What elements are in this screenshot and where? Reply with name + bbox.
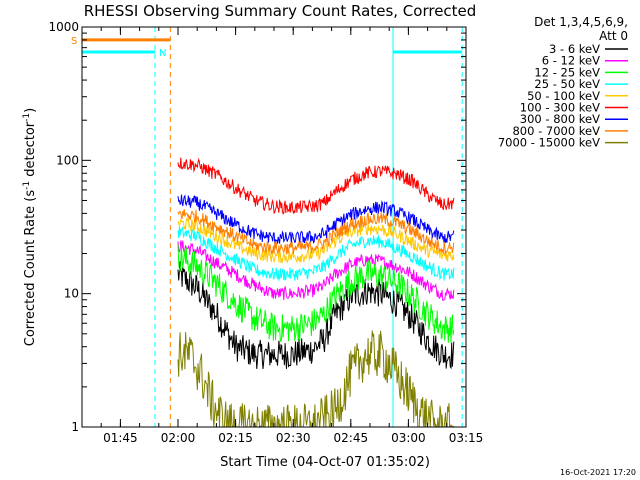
legend-label: 800 - 7000 keV <box>512 124 600 138</box>
series-line <box>177 209 455 255</box>
flag-label: S <box>71 36 77 47</box>
legend-header-1: Det 1,3,4,5,6,9, <box>534 15 628 29</box>
legend-label: 50 - 100 keV <box>527 89 600 103</box>
state-flags: SN <box>71 36 463 59</box>
series-line <box>177 157 455 215</box>
time-markers <box>154 27 463 427</box>
x-tick-label: 02:45 <box>334 431 369 445</box>
plot-frame <box>81 26 467 428</box>
x-axis-label: Start Time (04-Oct-07 01:35:02) <box>220 455 430 470</box>
x-tick-label: 01:45 <box>103 431 138 445</box>
legend-label: 6 - 12 keV <box>542 54 600 68</box>
legend-label: 25 - 50 keV <box>534 77 600 91</box>
series-line <box>177 216 455 264</box>
series-lines <box>177 157 455 429</box>
legend-label: 7000 - 15000 keV <box>498 136 600 150</box>
legend-label: 3 - 6 keV <box>549 42 600 56</box>
legend-label: 100 - 300 keV <box>520 101 600 115</box>
x-tick-label: 02:30 <box>276 431 311 445</box>
x-tick-label: 03:00 <box>391 431 426 445</box>
series-line <box>177 240 455 301</box>
y-tick-label: 1000 <box>48 20 79 34</box>
legend-label: 300 - 800 keV <box>520 112 600 126</box>
x-tick-label: 03:15 <box>449 431 484 445</box>
series-line <box>177 261 455 370</box>
timestamp: 16-Oct-2021 17:20 <box>560 468 636 477</box>
x-tick-label: 02:00 <box>161 431 196 445</box>
y-tick-label: 100 <box>56 153 79 167</box>
series-line <box>177 244 455 343</box>
y-tick-label: 1 <box>71 420 79 434</box>
y-tick-label: 10 <box>64 287 79 301</box>
series-line <box>177 194 455 245</box>
y-axis-label: Corrected Count Rate (s-1 detector-1) <box>22 108 38 346</box>
legend-label: 12 - 25 keV <box>534 65 600 79</box>
chart-title: RHESSI Observing Summary Count Rates, Co… <box>84 2 477 20</box>
axis-ticks: 1 10 100 1000 01:45 02:00 02:15 02:30 02:45 03:00… <box>48 20 483 445</box>
legend-header-2: Att 0 <box>599 29 628 43</box>
series-line <box>177 226 455 282</box>
x-tick-label: 02:15 <box>218 431 253 445</box>
flag-label: N <box>159 48 166 59</box>
